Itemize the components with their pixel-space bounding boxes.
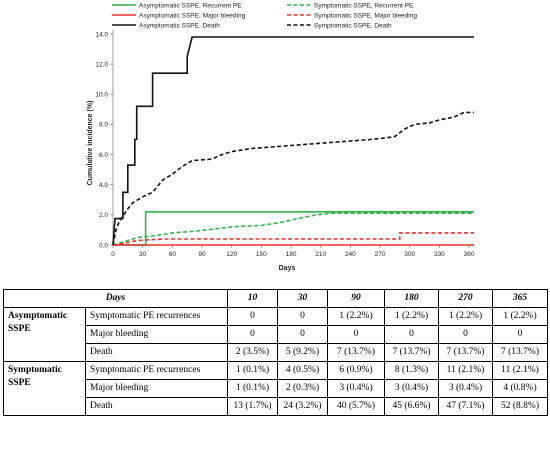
legend-label: Asymptomatic SSPE, Recurrent PE [139, 2, 242, 9]
row-label: Death [85, 397, 228, 416]
table-cell: 0 [277, 307, 328, 326]
table-row: Major bleeding 1 (0.1%) 2 (0.3%) 3 (0.4%… [4, 379, 548, 398]
series-line [112, 212, 474, 246]
row-label: Symptomatic PE recurrences [85, 361, 228, 380]
y-tick-label: 12.0 [95, 61, 108, 68]
legend-label: Symptomatic SSPE, Recurrent PE [314, 2, 414, 9]
table-cell: 1 (0.1%) [227, 379, 278, 398]
x-tick-label: 270 [375, 251, 386, 258]
group-label: Symptomatic SSPE [3, 361, 86, 416]
header-col: 10 [227, 289, 278, 308]
series-line [112, 111, 474, 246]
table-cell: 6 (0.9%) [327, 361, 385, 380]
chart-legend: Asymptomatic SSPE, Recurrent PE Symptomat… [112, 2, 417, 29]
row-label: Major bleeding [85, 379, 228, 398]
table-cell: 2 (0.3%) [277, 379, 328, 398]
table-cell: 24 (3.2%) [277, 397, 328, 416]
x-tick-label: 150 [256, 251, 267, 258]
table-cell: 11 (2.1%) [492, 361, 548, 380]
series-line [112, 36, 474, 246]
header-col: 365 [492, 289, 548, 308]
table-cell: 7 (13.7%) [327, 343, 385, 362]
table-cell: 7 (13.7%) [492, 343, 548, 362]
header-col: 30 [277, 289, 328, 308]
x-tick-label: 180 [286, 251, 297, 258]
row-label: Death [85, 343, 228, 362]
table-cell: 5 (9.2%) [277, 343, 328, 362]
table-cell: 8 (1.3%) [384, 361, 439, 380]
table-cell: 3 (0.4%) [438, 379, 493, 398]
table-cell: 40 (5.7%) [327, 397, 385, 416]
table-cell: 3 (0.4%) [384, 379, 439, 398]
y-tick-label: 10.0 [95, 92, 108, 99]
table-cell: 0 [384, 325, 439, 344]
table-row: Asymptomatic SSPE Symptomatic PE recurre… [3, 307, 548, 362]
y-tick-label: 2.0 [99, 212, 108, 219]
table-cell: 0 [438, 325, 493, 344]
table-cell: 4 (0.5%) [277, 361, 328, 380]
chart-series [112, 36, 474, 246]
x-tick-label: 300 [404, 251, 415, 258]
table-cell: 1 (2.2%) [384, 307, 439, 326]
table-cell: 0 [492, 325, 548, 344]
table-cell: 1 (0.1%) [227, 361, 278, 380]
header-col: 270 [438, 289, 493, 308]
table-cell: 0 [277, 325, 328, 344]
y-axis-label: Cumulative incidence (%) [87, 101, 94, 186]
x-axis-label: Days [279, 265, 296, 272]
legend-label: Symptomatic SSPE, Death [314, 22, 392, 29]
x-tick-label: 30 [139, 251, 147, 258]
x-tick-label: 210 [315, 251, 326, 258]
table-header-row: Days 10 30 90 180 270 365 [3, 289, 548, 308]
y-tick-label: 14.0 [95, 31, 108, 38]
y-tick-label: 0.0 [99, 242, 108, 249]
x-tick-label: 90 [198, 251, 206, 258]
incidence-table: Days 10 30 90 180 270 365 Asymptomatic S… [3, 289, 548, 416]
x-tick-label: 330 [434, 251, 445, 258]
table-cell: 7 (13.7%) [384, 343, 439, 362]
table-cell: 4 (0.8%) [492, 379, 548, 398]
table-cell: 1 (2.2%) [327, 307, 385, 326]
y-tick-label: 4.0 [99, 182, 108, 189]
header-col: 180 [384, 289, 439, 308]
cumulative-incidence-chart: Asymptomatic SSPE, Recurrent PE Symptomat… [87, 2, 475, 272]
table-cell: 45 (6.6%) [384, 397, 439, 416]
legend-label: Asymptomatic SSPE, Death [139, 22, 220, 29]
row-label: Symptomatic PE recurrences [85, 307, 228, 326]
table-cell: 11 (2.1%) [438, 361, 493, 380]
legend-label: Symptomatic SSPE, Major bleeding [314, 12, 417, 19]
series-line [112, 232, 474, 246]
table-cell: 0 [227, 325, 278, 344]
table-cell: 47 (7.1%) [438, 397, 493, 416]
x-tick-label: 360 [464, 251, 475, 258]
table-row: Major bleeding 0 0 0 0 0 0 [4, 325, 548, 344]
header-days: Days [3, 289, 228, 308]
table-cell: 1 (2.2%) [438, 307, 493, 326]
table-cell: 0 [327, 325, 385, 344]
x-tick-label: 60 [169, 251, 177, 258]
table-cell: 2 (3.5%) [227, 343, 278, 362]
legend-label: Asymptomatic SSPE, Major bleeding [139, 12, 246, 19]
table-cell: 1 (2.2%) [492, 307, 548, 326]
chart-axes: 0.0 2.0 4.0 6.0 8.0 10.0 12.0 14.0 0 30 60 90 120 150… [95, 30, 475, 258]
table-cell: 0 [227, 307, 278, 326]
y-tick-label: 6.0 [99, 152, 108, 159]
header-col: 90 [327, 289, 385, 308]
table-cell: 3 (0.4%) [327, 379, 385, 398]
y-tick-label: 8.0 [99, 122, 108, 129]
table-row: Death 2 (3.5%) 5 (9.2%) 7 (13.7%) 7 (13.… [4, 343, 548, 362]
table-row: Symptomatic SSPE Symptomatic PE recurren… [3, 361, 548, 416]
table-cell: 52 (8.8%) [492, 397, 548, 416]
x-tick-label: 0 [111, 251, 115, 258]
table-cell: 13 (1.7%) [227, 397, 278, 416]
x-tick-label: 120 [226, 251, 237, 258]
row-label: Major bleeding [85, 325, 228, 344]
table-cell: 7 (13.7%) [438, 343, 493, 362]
table-row: Death 13 (1.7%) 24 (3.2%) 40 (5.7%) 45 (… [4, 397, 548, 416]
x-tick-label: 240 [345, 251, 356, 258]
group-label: Asymptomatic SSPE [3, 307, 86, 362]
series-line [113, 211, 474, 246]
